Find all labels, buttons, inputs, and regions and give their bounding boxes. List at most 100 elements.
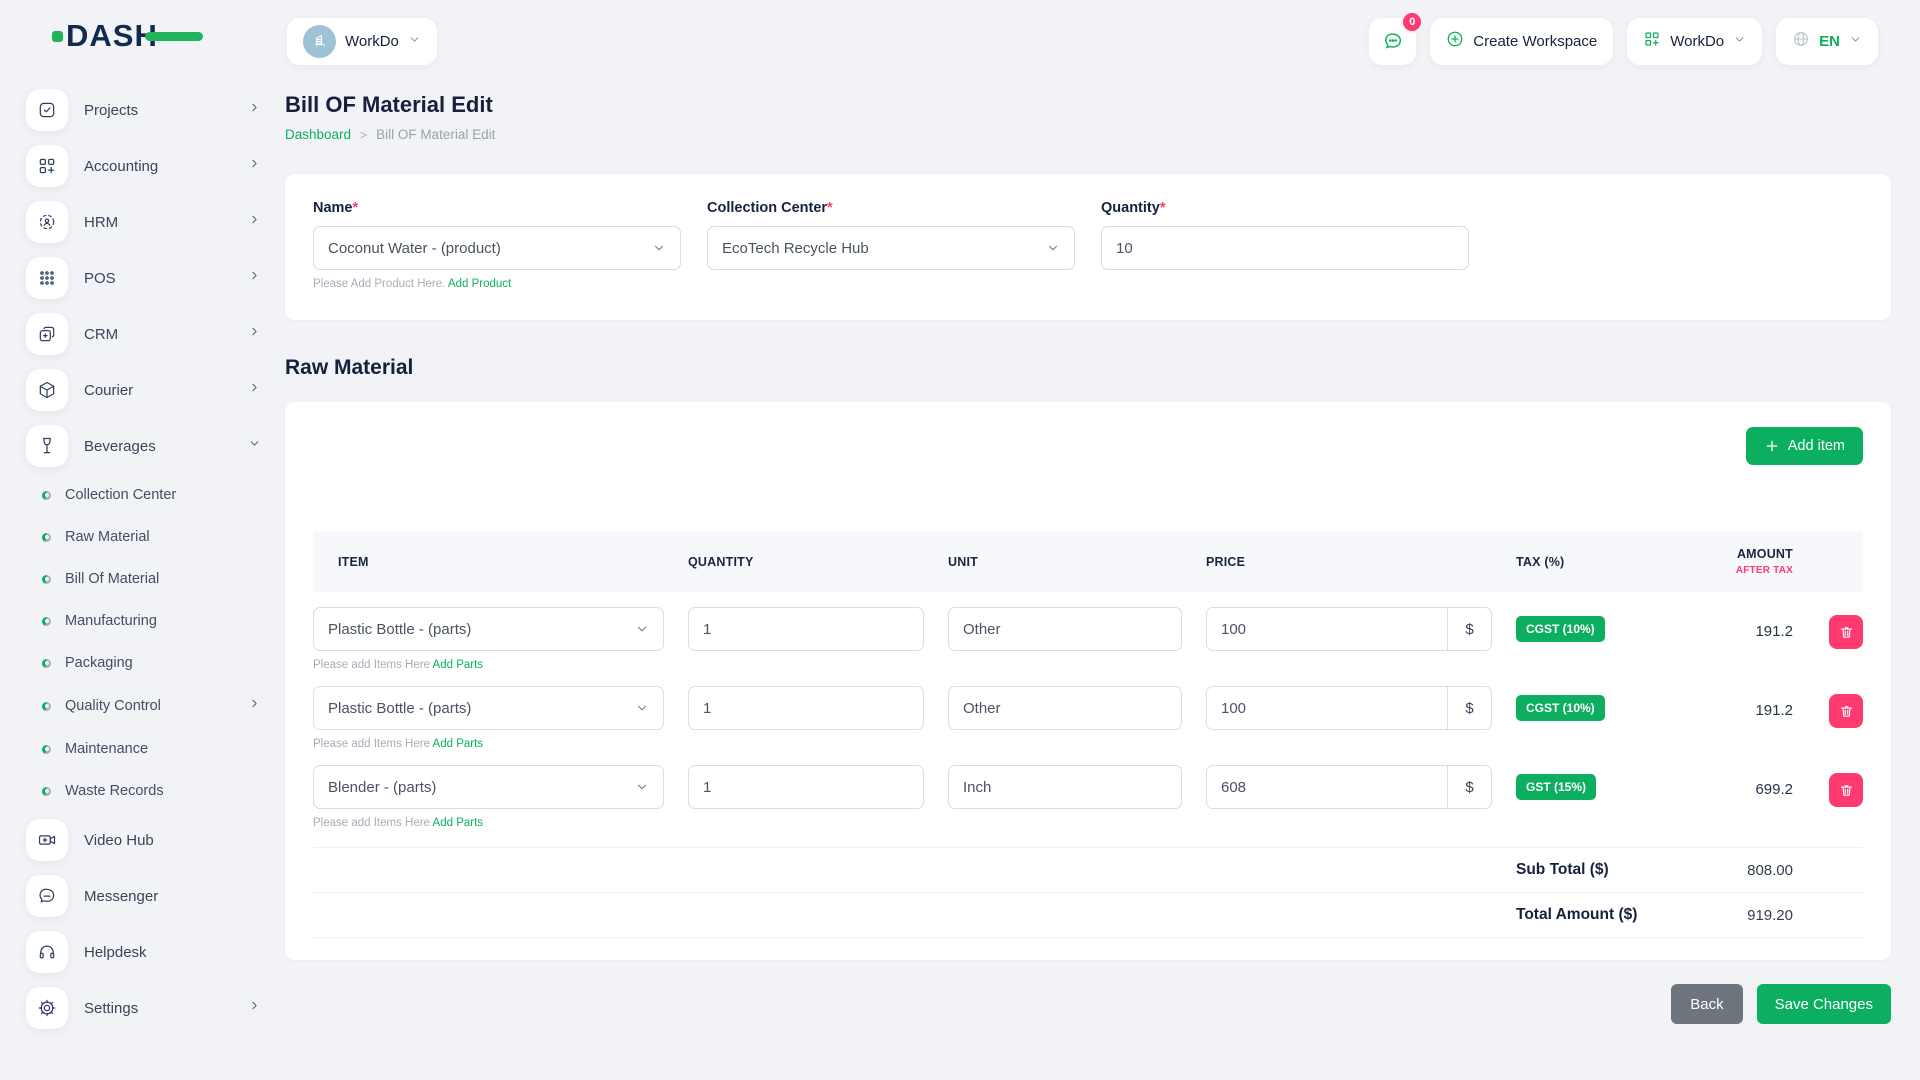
- item-select[interactable]: Plastic Bottle - (parts): [313, 686, 664, 730]
- topbar: WorkDo 0 Create Workspace: [285, 0, 1920, 72]
- row-amount: 191.2: [1755, 702, 1793, 719]
- subtotal-value: 808.00: [1747, 861, 1793, 879]
- video-icon: [26, 819, 68, 861]
- row-quantity-input[interactable]: [688, 765, 924, 809]
- table-row: Plastic Bottle - (parts) Please add Item…: [313, 592, 1863, 671]
- row-price-input[interactable]: [1207, 766, 1447, 808]
- table-row: Plastic Bottle - (parts) Please add Item…: [313, 671, 1863, 750]
- row-quantity-input[interactable]: [688, 686, 924, 730]
- row-price-group: $: [1206, 765, 1492, 809]
- item-select[interactable]: Plastic Bottle - (parts): [313, 607, 664, 651]
- row-unit-input[interactable]: [948, 607, 1182, 651]
- sidebar-item-packaging[interactable]: Packaging: [26, 642, 261, 684]
- back-button[interactable]: Back: [1671, 984, 1743, 1024]
- logo-dot: [52, 31, 63, 42]
- sidebar-item-crm[interactable]: CRM: [26, 306, 261, 362]
- product-select[interactable]: Coconut Water - (product): [313, 226, 681, 270]
- messages-button[interactable]: 0: [1369, 10, 1424, 65]
- tax-badge: CGST (10%): [1516, 616, 1605, 642]
- trash-icon: [1840, 784, 1852, 796]
- row-unit-input[interactable]: [948, 686, 1182, 730]
- collection-center-select[interactable]: EcoTech Recycle Hub: [707, 226, 1075, 270]
- chevron-down-icon: [637, 626, 647, 632]
- topbar-actions: 0 Create Workspace WorkDo: [1369, 10, 1878, 65]
- row-unit-input[interactable]: [948, 765, 1182, 809]
- sidebar-item-maintenance[interactable]: Maintenance: [26, 728, 261, 770]
- grid-plus-icon: [1643, 30, 1661, 52]
- total-amount-value: 919.20: [1747, 906, 1793, 924]
- collection-center-label: Collection Center*: [707, 200, 833, 216]
- add-item-button[interactable]: Add item: [1745, 427, 1863, 465]
- circle-progress-icon: [42, 786, 51, 796]
- table-row: Blender - (parts) Please add Items Here …: [313, 750, 1863, 829]
- page-content: Bill OF Material Edit Dashboard > Bill O…: [285, 72, 1920, 1024]
- workdo-menu-button[interactable]: WorkDo: [1627, 17, 1763, 65]
- main-area: WorkDo 0 Create Workspace: [285, 0, 1920, 1080]
- pos-icon: [26, 257, 68, 299]
- chevron-down-icon: [1849, 33, 1862, 50]
- delete-row-button[interactable]: [1829, 773, 1863, 807]
- sidebar-item-courier[interactable]: Courier: [26, 362, 261, 418]
- sidebar-item-manufacturing[interactable]: Manufacturing: [26, 600, 261, 642]
- row-price-group: $: [1206, 607, 1492, 651]
- circle-progress-icon: [42, 490, 51, 500]
- sidebar-item-bill-of-material[interactable]: Bill Of Material: [26, 558, 261, 600]
- raw-material-card: Add item ITEM QUANTITY UNIT PRICE TAX (%…: [285, 402, 1891, 960]
- breadcrumb-current: Bill OF Material Edit: [376, 127, 496, 142]
- table-header: ITEM QUANTITY UNIT PRICE TAX (%) AMOUNT …: [313, 531, 1863, 592]
- quantity-label: Quantity*: [1101, 200, 1166, 216]
- chevron-down-icon: [408, 33, 421, 50]
- sidebar-nav: Projects Accounting HRM: [26, 82, 261, 1036]
- currency-suffix: $: [1447, 608, 1491, 650]
- sidebar-item-messenger[interactable]: Messenger: [26, 868, 261, 924]
- quantity-input[interactable]: [1101, 226, 1469, 270]
- sidebar-item-pos[interactable]: POS: [26, 250, 261, 306]
- sidebar-item-beverages[interactable]: Beverages: [26, 418, 261, 474]
- add-parts-link[interactable]: Add Parts: [432, 659, 484, 671]
- globe-icon: [1792, 30, 1810, 52]
- currency-suffix: $: [1447, 766, 1491, 808]
- row-price-input[interactable]: [1207, 687, 1447, 729]
- accounting-icon: [26, 145, 68, 187]
- save-changes-button[interactable]: Save Changes: [1756, 984, 1891, 1024]
- sidebar-item-hrm[interactable]: HRM: [26, 194, 261, 250]
- sidebar-item-accounting[interactable]: Accounting: [26, 138, 261, 194]
- headphones-icon: [26, 931, 68, 973]
- row-price-group: $: [1206, 686, 1492, 730]
- sidebar-item-settings[interactable]: Settings: [26, 980, 261, 1036]
- sidebar-item-collection-center[interactable]: Collection Center: [26, 474, 261, 516]
- delete-row-button[interactable]: [1829, 615, 1863, 649]
- create-workspace-button[interactable]: Create Workspace: [1430, 17, 1614, 65]
- chevron-right-icon: [248, 213, 261, 231]
- add-parts-link[interactable]: Add Parts: [432, 738, 484, 750]
- sidebar-item-video-hub[interactable]: Video Hub: [26, 812, 261, 868]
- row-price-input[interactable]: [1207, 608, 1447, 650]
- trash-icon: [1840, 705, 1852, 717]
- notification-badge: 0: [1401, 10, 1424, 33]
- sidebar-item-quality-control[interactable]: Quality Control: [26, 684, 261, 728]
- workspace-avatar: [303, 24, 336, 58]
- logo-bar: [145, 32, 203, 41]
- sidebar-item-waste-records[interactable]: Waste Records: [26, 770, 261, 812]
- delete-row-button[interactable]: [1829, 694, 1863, 728]
- breadcrumb: Dashboard > Bill OF Material Edit: [285, 127, 1891, 142]
- workspace-selector[interactable]: WorkDo: [287, 17, 437, 65]
- chevron-down-icon: [637, 705, 647, 711]
- language-selector[interactable]: EN: [1776, 17, 1878, 65]
- sidebar-item-projects[interactable]: Projects: [26, 82, 261, 138]
- add-product-link[interactable]: Add Product: [447, 278, 512, 290]
- row-quantity-input[interactable]: [688, 607, 924, 651]
- sidebar-item-raw-material[interactable]: Raw Material: [26, 516, 261, 558]
- add-parts-link[interactable]: Add Parts: [432, 817, 484, 829]
- workspace-name: WorkDo: [345, 32, 399, 50]
- sidebar-item-helpdesk[interactable]: Helpdesk: [26, 924, 261, 980]
- projects-icon: [26, 89, 68, 131]
- breadcrumb-dashboard-link[interactable]: Dashboard: [285, 127, 352, 142]
- tax-badge: GST (15%): [1516, 774, 1597, 800]
- chevron-right-icon: [248, 101, 261, 119]
- circle-progress-icon: [42, 532, 51, 542]
- sidebar: DASH Projects Accounting: [0, 0, 285, 1080]
- chat-icon: [26, 875, 68, 917]
- item-select[interactable]: Blender - (parts): [313, 765, 664, 809]
